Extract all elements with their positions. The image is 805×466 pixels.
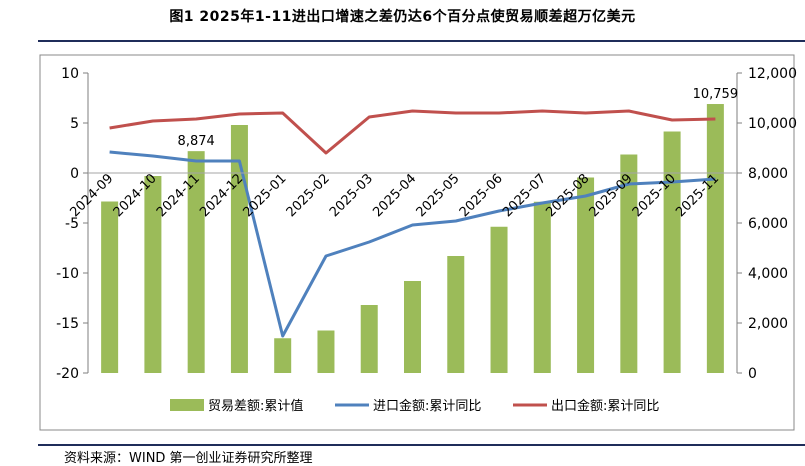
trade-balance-bar bbox=[490, 226, 508, 373]
right-tick-label: 2,000 bbox=[748, 316, 788, 332]
source-note: 资料来源：WIND 第一创业证券研究所整理 bbox=[64, 451, 313, 466]
trade-balance-bar bbox=[404, 281, 421, 373]
axes: 10 5 0 -5 -10 -15 -20 12,000 10,000 8,000 6,000 4,0… bbox=[56, 66, 797, 382]
right-tick-label: 6,000 bbox=[748, 216, 788, 232]
trade-balance-bar bbox=[144, 176, 162, 373]
right-tick-label: 12,000 bbox=[748, 66, 797, 82]
trade-balance-bar bbox=[663, 131, 681, 373]
right-tick-label: 8,000 bbox=[748, 166, 788, 182]
chart: 10 5 0 -5 -10 -15 -20 12,000 10,000 8,000 6,000 4,0… bbox=[39, 54, 797, 431]
trade-balance-bar bbox=[101, 201, 119, 373]
left-tick-label: -10 bbox=[56, 266, 79, 282]
trade-balance-bar bbox=[230, 125, 248, 373]
left-tick-label: 10 bbox=[61, 66, 79, 82]
trade-balance-bar bbox=[274, 338, 292, 373]
trade-balance-bar bbox=[533, 201, 551, 373]
legend: 贸易差额:累计值 进口金额:累计同比 出口金额:累计同比 bbox=[170, 398, 659, 414]
left-tick-label: -20 bbox=[56, 366, 79, 382]
right-tick-label: 0 bbox=[748, 366, 757, 382]
trade-balance-bar bbox=[577, 177, 595, 373]
left-tick-label: 5 bbox=[70, 116, 79, 132]
trade-balance-bar bbox=[317, 330, 335, 373]
line-series bbox=[109, 109, 716, 338]
legend-swatch-bar bbox=[170, 399, 204, 411]
right-tick-label: 4,000 bbox=[748, 266, 788, 282]
bottom-rule bbox=[38, 444, 805, 446]
data-labels: 8,874 10,759 bbox=[178, 87, 739, 149]
bar-series bbox=[101, 104, 724, 374]
figure-title: 图1 2025年1-11进出口增速之差仍达6个百分点使贸易顺差超万亿美元 bbox=[169, 9, 636, 25]
left-tick-label: 0 bbox=[70, 166, 79, 182]
trade-balance-bar bbox=[187, 151, 205, 373]
trade-balance-bar bbox=[360, 305, 378, 373]
legend-label-trade-balance: 贸易差额:累计值 bbox=[208, 398, 303, 414]
bar-data-label: 8,874 bbox=[178, 134, 215, 149]
left-tick-label: -5 bbox=[65, 216, 79, 232]
left-tick-label: -15 bbox=[56, 316, 79, 332]
top-rule bbox=[38, 40, 805, 42]
bar-data-label: 10,759 bbox=[693, 87, 739, 102]
legend-label-export: 出口金额:累计同比 bbox=[551, 398, 659, 414]
right-tick-label: 10,000 bbox=[748, 116, 797, 132]
export-yoy-line bbox=[109, 109, 716, 155]
legend-label-import: 进口金额:累计同比 bbox=[373, 398, 481, 414]
trade-balance-bar bbox=[706, 104, 724, 374]
import-yoy-line bbox=[109, 150, 716, 338]
trade-balance-bar bbox=[447, 256, 465, 373]
trade-balance-bar bbox=[620, 154, 638, 373]
